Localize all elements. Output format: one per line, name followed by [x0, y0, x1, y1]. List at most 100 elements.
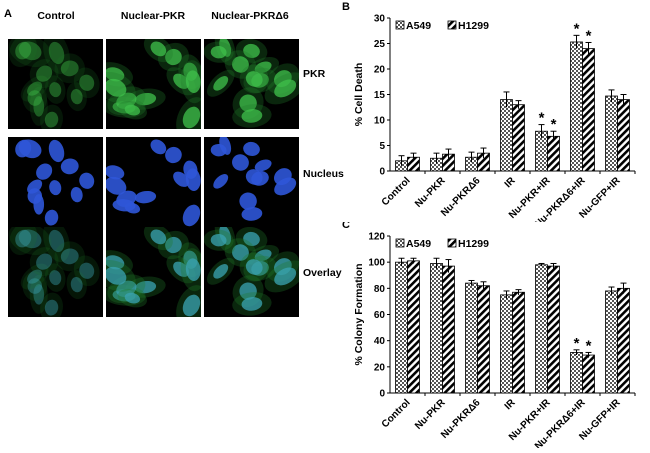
nucleus-blob — [60, 60, 79, 77]
nucleus-blob — [49, 180, 62, 196]
cytoplasm-blob — [20, 263, 49, 290]
y-tick-label: 15 — [374, 90, 386, 101]
panel-letter: B — [342, 1, 350, 13]
nucleus-blob — [182, 204, 201, 227]
cytoplasm-blob — [9, 227, 38, 256]
cytoplasm-blob — [66, 270, 87, 300]
panel-letter: C — [342, 222, 350, 231]
nucleus-blob — [213, 76, 229, 91]
panel-b-cell-death-chart: B% Cell Death 0 5 10 15 20 25 30 Control Nu-PKR Nu… — [338, 0, 650, 230]
nucleus-blob — [210, 233, 227, 247]
nucleus-blob — [106, 266, 127, 285]
nucleus-blob — [150, 229, 167, 245]
micrograph-svg — [8, 39, 100, 129]
nucleus-blob — [27, 278, 43, 294]
nucleus-blob — [274, 79, 297, 98]
nucleus-blob — [173, 171, 189, 187]
x-tick-label: Control — [380, 175, 413, 208]
nucleus-blob — [48, 139, 65, 163]
significance-star: * — [586, 27, 592, 44]
nucleus-blob — [60, 158, 79, 175]
cytoplasm-blob — [40, 104, 63, 129]
significance-star: * — [551, 116, 557, 133]
nucleus-blob — [165, 146, 182, 164]
bar-a549 — [465, 282, 478, 394]
bar-a549 — [395, 261, 408, 394]
bar-h1299 — [547, 265, 560, 394]
legend-label-h1299: H1299 — [458, 238, 489, 250]
nucleus-blob — [79, 74, 95, 91]
colony-formation-chart-svg: C % Colony Formation 0 20 40 60 80 100 120 Contro… — [342, 219, 636, 452]
nucleus-blob — [60, 248, 79, 265]
nucleus-blob — [70, 88, 83, 105]
nucleus-blob — [106, 165, 125, 180]
nucleus-blob — [213, 174, 229, 189]
nucleus-blob — [18, 229, 42, 249]
bar-h1299 — [617, 99, 630, 172]
nucleus-blob — [79, 172, 95, 189]
nucleus-blob — [48, 229, 65, 253]
nucleus-blob — [44, 209, 59, 226]
cytoplasm-blob — [8, 227, 52, 256]
nucleus-blob — [182, 294, 201, 317]
nucleus-blob — [245, 259, 263, 275]
nucleus-blob — [210, 143, 227, 157]
y-tick-label: 5 — [379, 141, 385, 152]
bar-a549 — [535, 264, 548, 394]
y-axis-label: % Cell Death — [353, 63, 365, 127]
bar-h1299 — [477, 285, 490, 394]
legend-swatch-a549 — [395, 238, 405, 248]
y-tick-label: 40 — [374, 336, 386, 347]
nucleus-blob — [150, 139, 167, 155]
row-title-overlay: Overlay — [303, 267, 342, 279]
nucleus-blob — [274, 177, 297, 196]
nucleus-blob — [36, 253, 53, 270]
y-tick-label: 0 — [379, 389, 385, 400]
cytoplasm-blob — [54, 53, 85, 84]
cytoplasm-blob — [20, 75, 49, 102]
nucleus-blob — [232, 154, 249, 171]
micrograph-nuclear-pkr-nucleus — [106, 137, 201, 227]
micrograph-svg — [204, 227, 299, 316]
nucleus-blob — [49, 270, 62, 286]
significance-star: * — [574, 335, 580, 352]
bar-h1299 — [582, 354, 595, 394]
legend-label-a549: A549 — [406, 238, 431, 250]
nucleus-blob — [27, 81, 43, 96]
micrograph-nuclear-pkr-delta6-nucleus — [204, 137, 299, 227]
micrograph-nuclear-pkr-delta6-overlay — [204, 227, 299, 317]
cytoplasm-blob — [29, 247, 59, 277]
cytoplasm-blob — [73, 255, 100, 287]
nucleus-blob — [243, 231, 260, 246]
bar-a549 — [605, 95, 618, 172]
nucleus-blob — [245, 169, 263, 185]
x-tick-label: Control — [380, 397, 413, 430]
legend-label-h1299: H1299 — [458, 20, 489, 32]
nucleus-blob — [173, 261, 189, 277]
nucleus-blob — [182, 106, 201, 129]
nucleus-blob — [49, 82, 62, 98]
micrograph-svg — [204, 39, 299, 128]
cytoplasm-blob — [43, 227, 70, 263]
cytoplasm-blob — [9, 39, 38, 68]
nucleus-blob — [185, 70, 201, 94]
cytoplasm-blob — [22, 271, 48, 301]
nucleus-blob — [70, 186, 83, 203]
bar-h1299 — [407, 260, 420, 394]
legend-label-a549: A549 — [406, 20, 431, 32]
nucleus-blob — [79, 262, 95, 279]
cytoplasm-blob — [40, 292, 63, 317]
y-tick-label: 80 — [374, 284, 386, 295]
nucleus-blob — [254, 159, 272, 172]
legend: A549 H1299 — [395, 20, 489, 32]
bar-a549 — [605, 290, 618, 394]
nucleus-blob — [27, 269, 43, 284]
nucleus-blob — [245, 71, 263, 87]
nucleus-blob — [44, 299, 59, 316]
nucleus-blob — [232, 56, 249, 73]
nucleus-blob — [18, 41, 42, 61]
x-tick-label: Nu-PKR — [413, 175, 448, 210]
nucleus-blob — [124, 292, 141, 304]
legend-swatch-h1299 — [447, 20, 457, 30]
nucleus-blob — [232, 244, 249, 261]
